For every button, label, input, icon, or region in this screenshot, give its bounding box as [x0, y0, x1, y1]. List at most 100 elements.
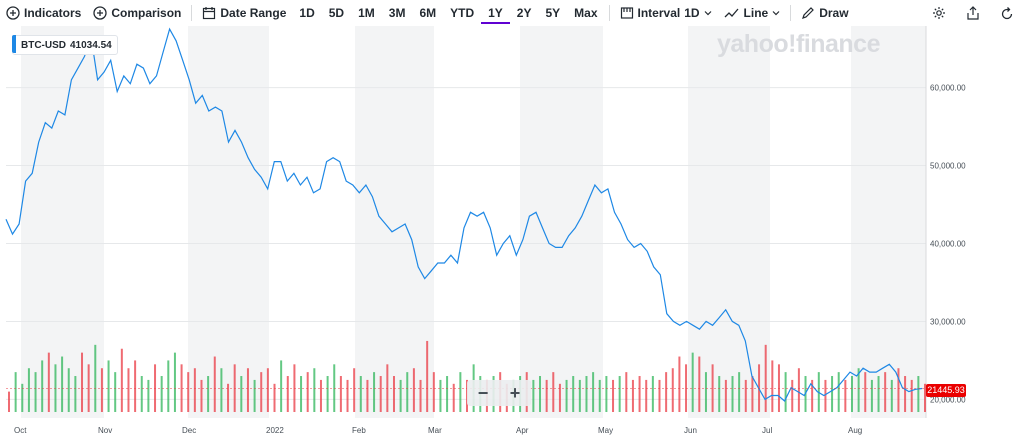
y-tick-label: 30,000.00	[930, 317, 966, 326]
x-tick-label: Nov	[98, 426, 112, 435]
zoom-in-button[interactable]: +	[509, 383, 521, 403]
range-1m[interactable]: 1M	[358, 6, 375, 20]
month-band	[851, 26, 926, 418]
range-1y[interactable]: 1Y	[481, 2, 510, 24]
volume-bar	[313, 368, 316, 412]
settings-button[interactable]	[922, 0, 956, 26]
volume-bar	[897, 368, 900, 412]
y-tick-label: 40,000.00	[930, 239, 966, 248]
volume-bar	[233, 364, 236, 412]
volume-bar	[180, 364, 183, 412]
volume-bar	[751, 376, 754, 412]
date-range-label: Date Range	[220, 6, 287, 20]
volume-bar	[94, 344, 97, 412]
reset-button[interactable]	[990, 0, 1024, 26]
range-2y[interactable]: 2Y	[516, 6, 532, 20]
volume-bar	[631, 379, 634, 412]
interval-icon	[620, 7, 633, 19]
volume-bar	[366, 379, 369, 412]
volume-bar	[764, 344, 767, 412]
volume-bar	[333, 364, 336, 412]
x-tick-label: Feb	[352, 426, 366, 435]
indicators-button[interactable]: Indicators	[0, 2, 87, 24]
range-ytd[interactable]: YTD	[450, 6, 475, 20]
divider	[790, 5, 792, 21]
volume-bar	[552, 372, 555, 412]
toolbar-actions	[922, 0, 1024, 26]
volume-bar	[545, 379, 548, 412]
line-chart-icon	[724, 8, 739, 18]
volume-bar	[273, 383, 276, 412]
volume-bar	[658, 379, 661, 412]
volume-bar	[319, 379, 322, 412]
price-chart[interactable]: 60,000.00 50,000.00 40,000.00 30,000.00 20,0…	[0, 26, 1024, 438]
volume-bar	[831, 376, 834, 412]
legend-value: 41034.54	[70, 39, 112, 51]
symbol-legend[interactable]: BTC-USD 41034.54	[12, 35, 118, 55]
volume-bar	[14, 372, 17, 412]
share-button[interactable]	[956, 0, 990, 26]
volume-bar	[280, 360, 283, 412]
volume-bar	[824, 379, 827, 412]
plus-circle-icon	[93, 6, 108, 20]
date-range-button[interactable]: Date Range	[196, 2, 292, 24]
interval-button[interactable]: Interval 1D	[614, 2, 718, 24]
volume-bar	[392, 376, 395, 412]
volume-bar	[54, 364, 57, 412]
comparison-button[interactable]: Comparison	[87, 2, 187, 24]
chevron-down-icon	[704, 11, 711, 16]
month-band	[355, 26, 434, 418]
volume-bar	[8, 391, 10, 412]
volume-bar	[625, 372, 628, 412]
volume-bar	[452, 383, 455, 412]
volume-bar	[665, 372, 668, 412]
calendar-icon	[203, 7, 216, 20]
last-price-tag: 21445.93	[926, 384, 966, 397]
volume-bar	[585, 376, 588, 412]
range-5d[interactable]: 5D	[328, 6, 345, 20]
volume-bar	[837, 372, 840, 412]
indicators-label: Indicators	[24, 6, 82, 20]
volume-bar	[81, 352, 84, 412]
volume-bar	[193, 368, 196, 412]
volume-bar	[359, 376, 362, 412]
x-tick-label: Jul	[762, 426, 772, 435]
volume-bar	[618, 376, 621, 412]
volume-bar	[27, 368, 30, 412]
range-1d[interactable]: 1D	[299, 6, 315, 20]
volume-bar	[246, 368, 249, 412]
volume-bar	[412, 368, 415, 412]
range-6m[interactable]: 6M	[419, 6, 437, 20]
volume-bar	[578, 379, 581, 412]
volume-bar	[406, 372, 409, 412]
volume-bar	[120, 348, 123, 412]
volume-bar	[373, 372, 376, 412]
chart-type-button[interactable]: Line	[718, 2, 787, 24]
price-line	[5, 27, 923, 402]
range-max[interactable]: Max	[574, 6, 598, 20]
volume-bar	[346, 379, 349, 412]
plus-circle-icon	[6, 6, 20, 20]
volume-bar	[114, 372, 117, 412]
volume-bar	[100, 368, 103, 412]
volume-bar	[857, 368, 860, 412]
volume-bar	[850, 376, 853, 412]
draw-button[interactable]: Draw	[795, 2, 854, 24]
range-3m[interactable]: 3M	[388, 6, 406, 20]
legend-symbol: BTC-USD	[21, 39, 66, 51]
volume-bar	[572, 376, 575, 412]
volume-bar	[651, 376, 654, 412]
volume-bar	[260, 372, 263, 412]
volume-bar	[160, 376, 163, 412]
volume-bar	[207, 376, 210, 412]
volume-bar	[446, 376, 449, 412]
volume-bar	[187, 372, 190, 412]
volume-bar	[638, 376, 641, 412]
zoom-out-button[interactable]: −	[477, 383, 489, 403]
volume-bar	[738, 372, 741, 412]
range-5y[interactable]: 5Y	[545, 6, 561, 20]
series-color-marker	[12, 35, 16, 53]
volume-bar	[797, 368, 800, 412]
x-tick-label: Mar	[428, 426, 442, 435]
volume-bar	[253, 379, 256, 412]
